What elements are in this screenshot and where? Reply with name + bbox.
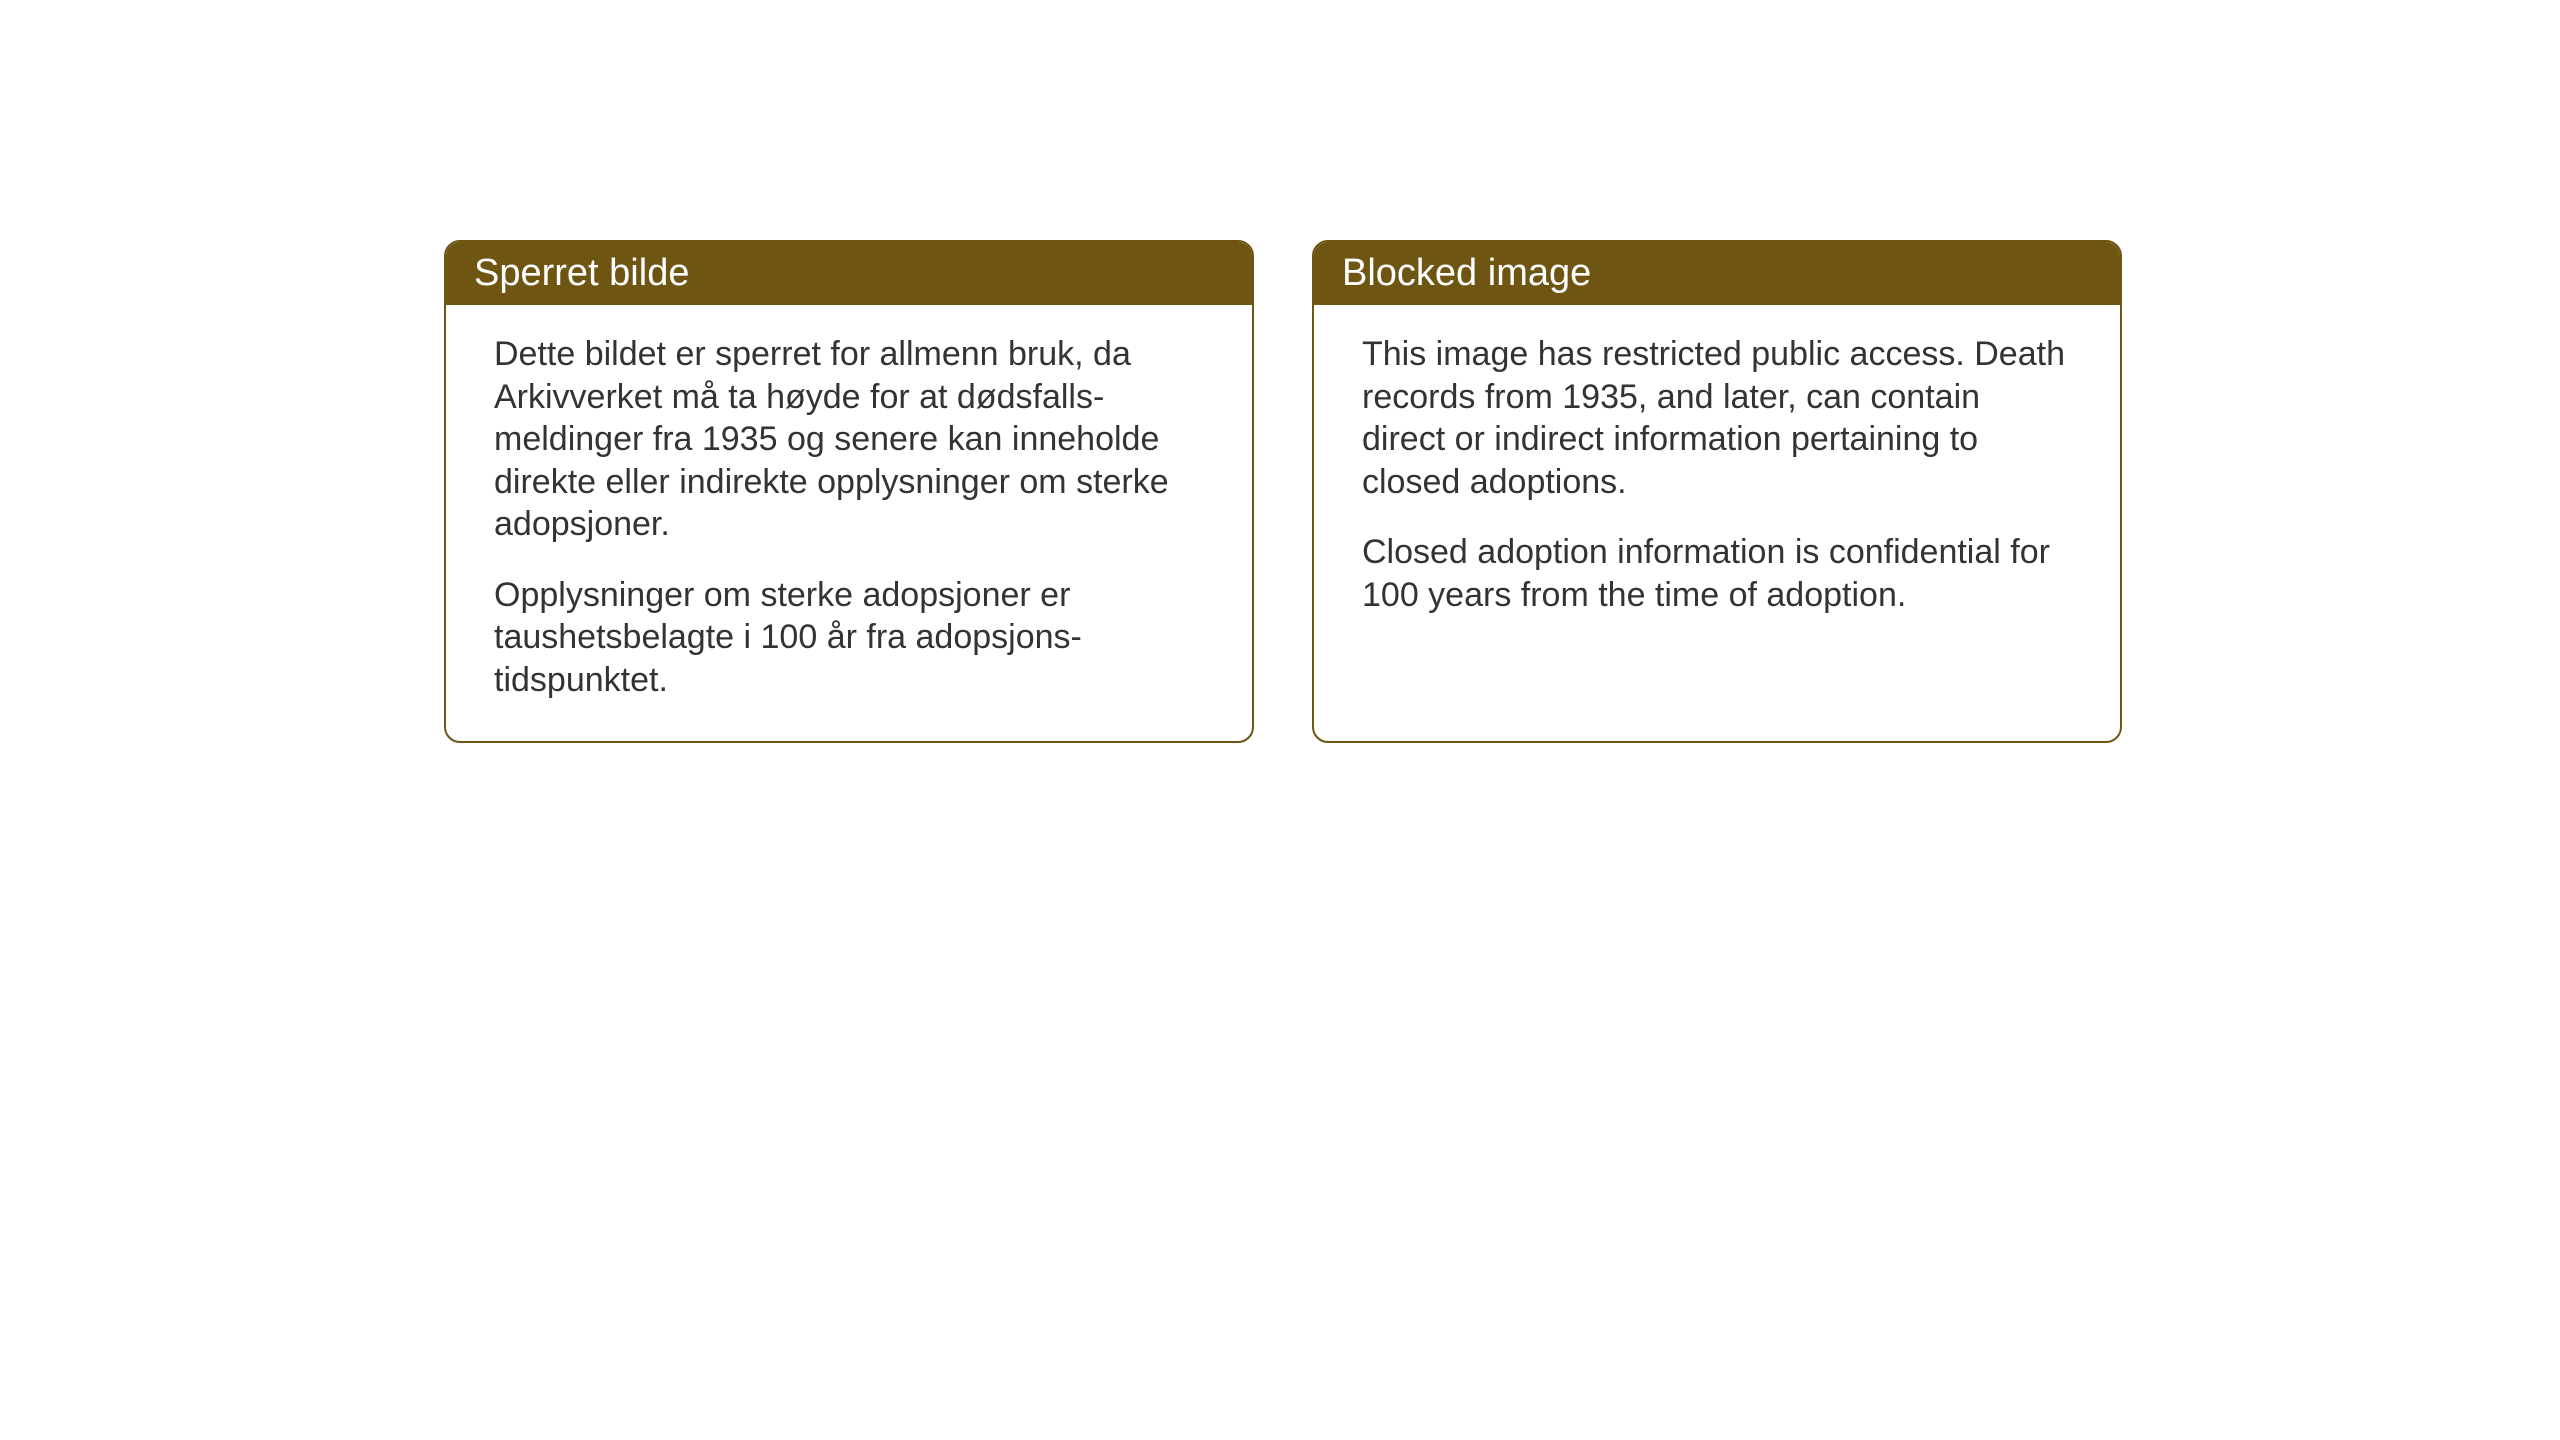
notice-title-norwegian: Sperret bilde: [474, 252, 689, 294]
notice-body-english: This image has restricted public access.…: [1314, 305, 2120, 656]
notice-paragraph-1-english: This image has restricted public access.…: [1362, 333, 2072, 503]
notice-body-norwegian: Dette bildet er sperret for allmenn bruk…: [446, 305, 1252, 741]
notice-header-norwegian: Sperret bilde: [446, 242, 1252, 305]
notice-paragraph-2-english: Closed adoption information is confident…: [1362, 531, 2072, 616]
notice-paragraph-1-norwegian: Dette bildet er sperret for allmenn bruk…: [494, 333, 1204, 546]
notice-header-english: Blocked image: [1314, 242, 2120, 305]
notice-paragraph-2-norwegian: Opplysninger om sterke adopsjoner er tau…: [494, 574, 1204, 702]
notice-container: Sperret bilde Dette bildet er sperret fo…: [444, 240, 2122, 743]
notice-card-norwegian: Sperret bilde Dette bildet er sperret fo…: [444, 240, 1254, 743]
notice-title-english: Blocked image: [1342, 252, 1591, 294]
notice-card-english: Blocked image This image has restricted …: [1312, 240, 2122, 743]
